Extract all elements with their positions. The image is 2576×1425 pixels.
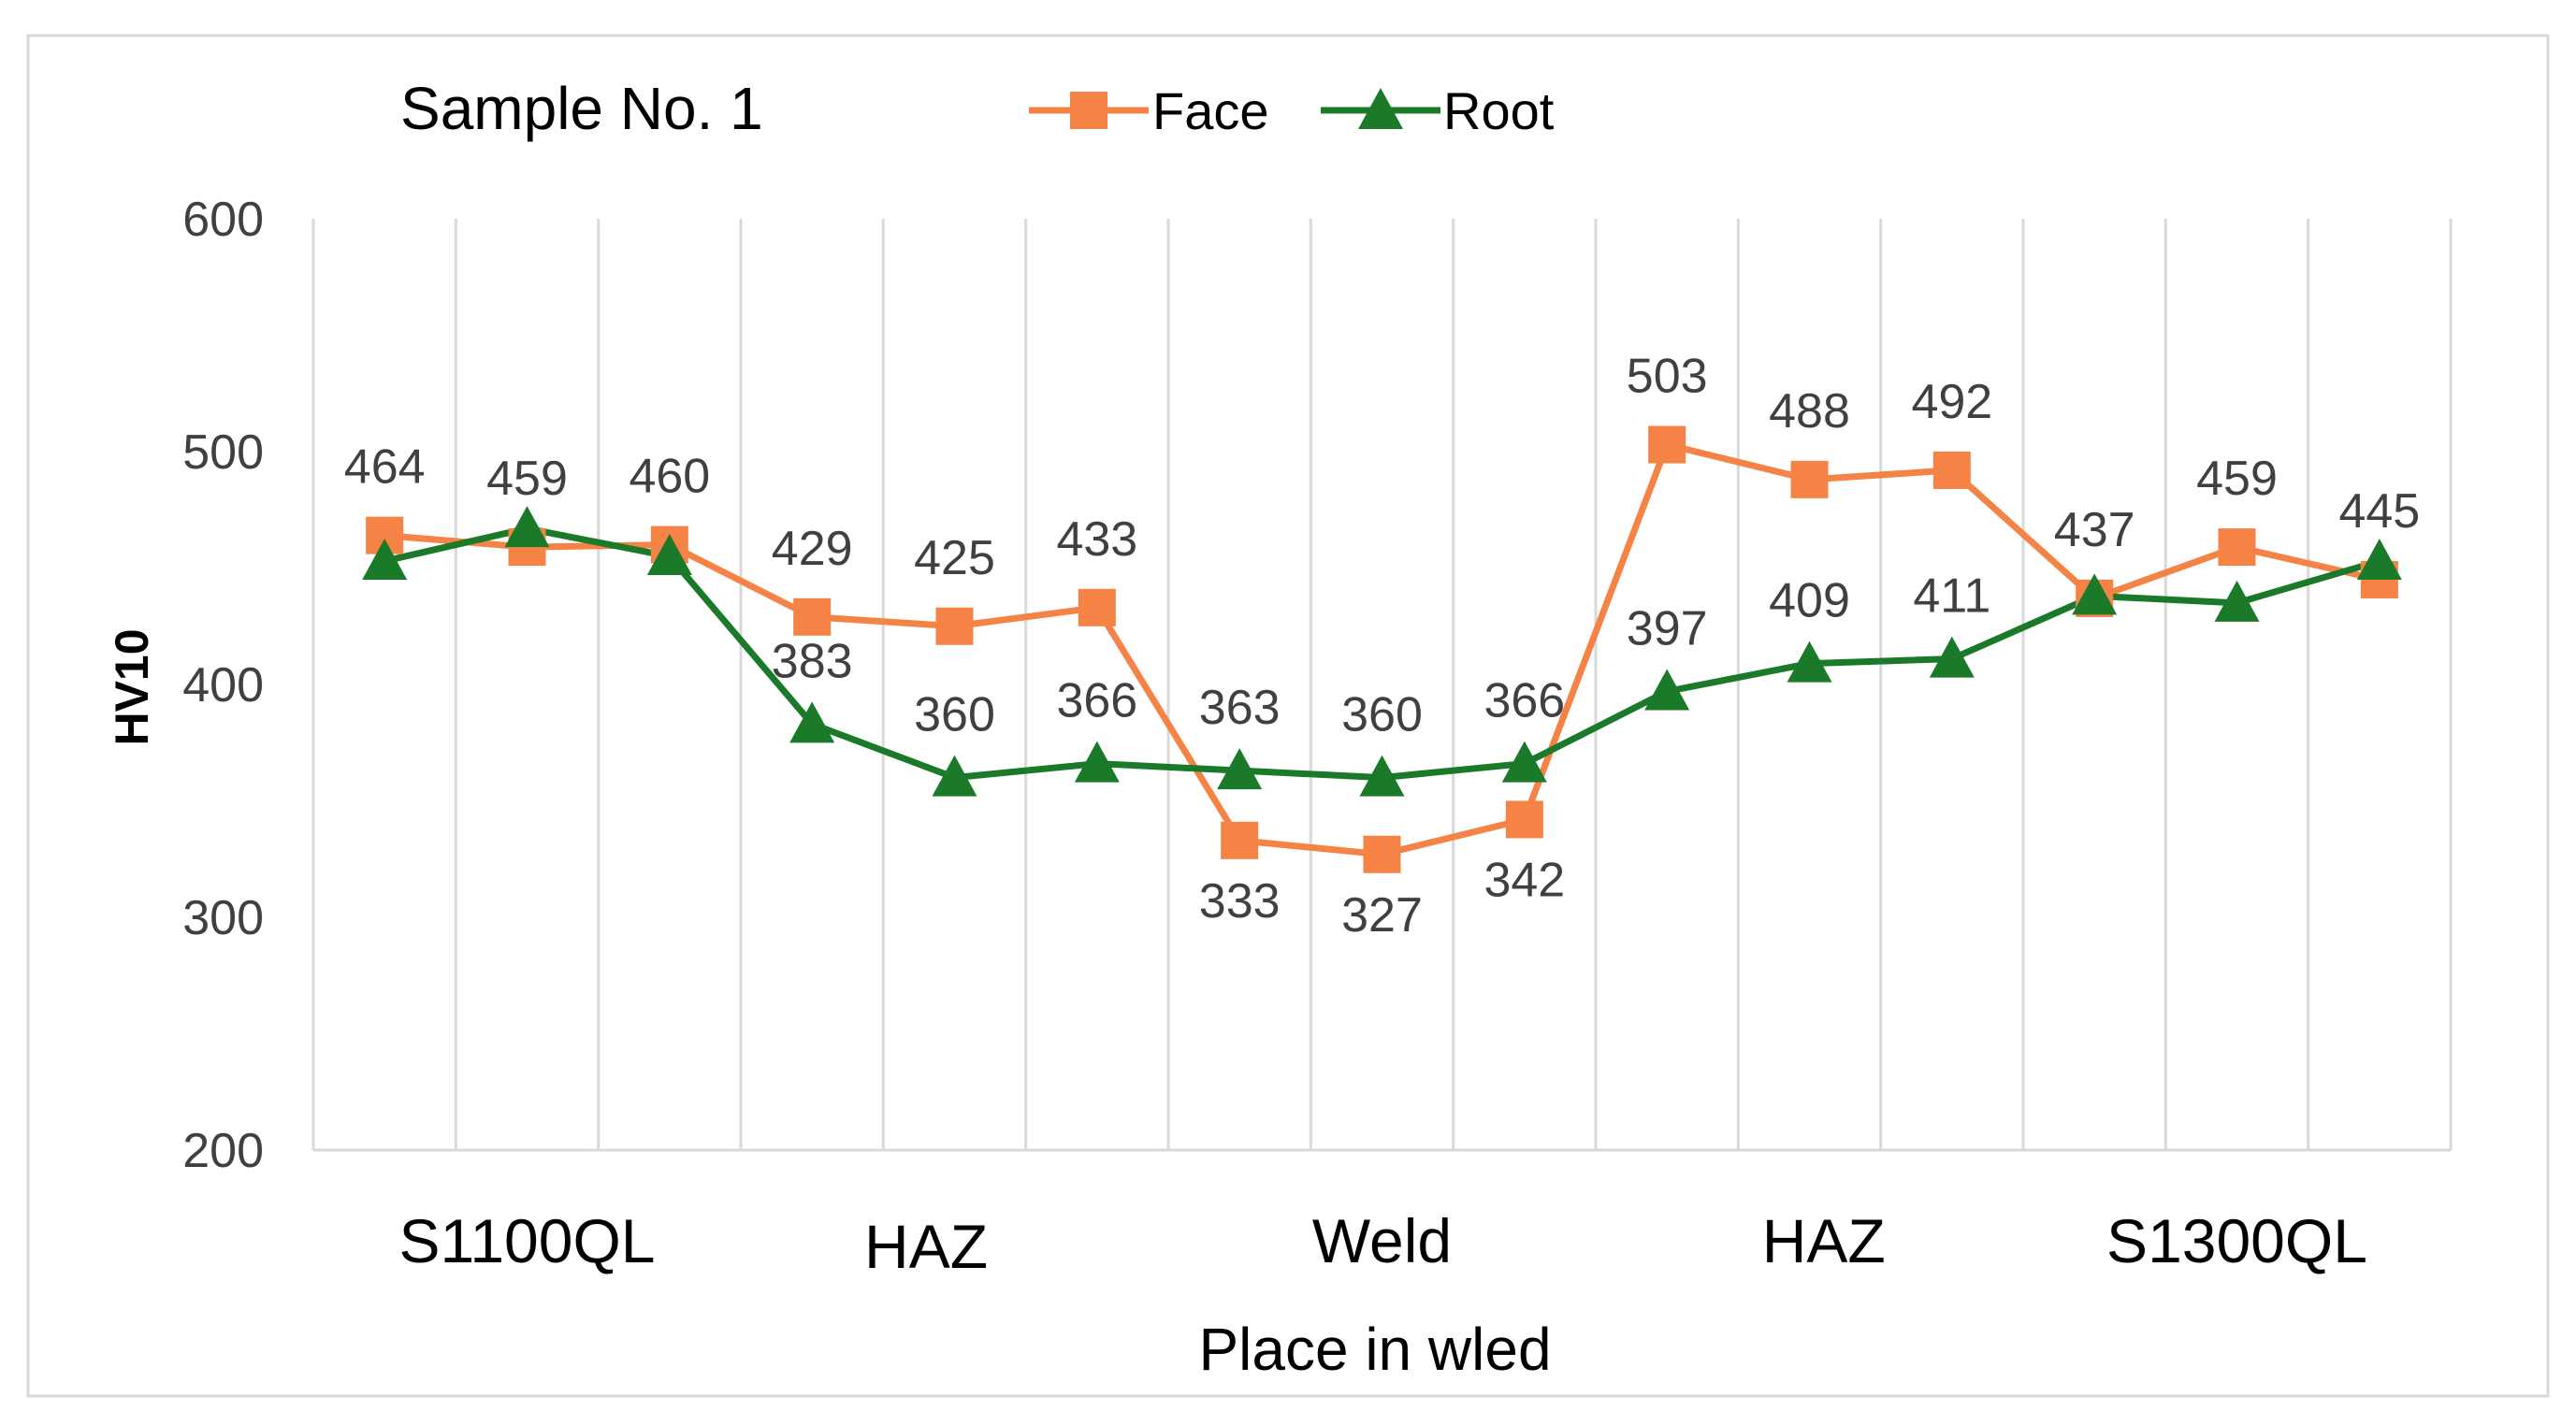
y-tick-label: 200 — [182, 1124, 264, 1178]
data-label-face: 437 — [2054, 503, 2135, 557]
data-point-root — [1929, 636, 1975, 678]
data-point-root — [362, 539, 408, 581]
data-label-face: 342 — [1483, 853, 1565, 907]
data-point-face — [793, 597, 832, 636]
y-tick-label: 400 — [182, 658, 264, 712]
data-label-face: 459 — [2196, 452, 2278, 506]
data-point-face — [1790, 460, 1829, 498]
data-label-face: 333 — [1199, 874, 1281, 928]
y-tick-label: 300 — [182, 891, 264, 945]
data-point-root — [646, 534, 692, 576]
data-label-root: 360 — [914, 688, 995, 742]
data-point-face — [1363, 835, 1401, 873]
data-label-face: 459 — [486, 452, 568, 506]
legend-face-square-icon — [1070, 92, 1107, 129]
x-region-label: S1300QL — [2106, 1206, 2367, 1275]
legend-item-face: Face — [1029, 81, 1269, 140]
data-point-root — [789, 701, 835, 743]
data-point-root — [1359, 755, 1405, 797]
data-point-face — [1505, 800, 1543, 839]
axis-layer: 200 300 400 500 600 S1100QL HAZ Weld HAZ S1300QL — [182, 193, 2451, 1281]
y-axis-label: HV10 — [106, 628, 158, 745]
data-label-root: 409 — [1769, 574, 1850, 628]
data-point-root — [932, 755, 977, 797]
data-point-face — [1221, 821, 1259, 859]
x-axis-label: Place in wled — [1198, 1316, 1551, 1383]
data-point-face — [1648, 425, 1686, 464]
data-label-face: 503 — [1627, 350, 1708, 404]
x-region-label: HAZ — [1762, 1206, 1886, 1275]
data-point-face — [2218, 528, 2256, 567]
data-label-face: 460 — [629, 450, 710, 504]
label-layer: 464 459 460 429 425 433 333 327 342 503 488 492 437 4… — [344, 350, 2420, 943]
legend-label-root: Root — [1443, 81, 1555, 140]
data-point-root — [1787, 641, 1832, 683]
data-label-face: 464 — [344, 440, 426, 495]
data-point-root — [1644, 669, 1690, 711]
data-point-root — [1074, 741, 1120, 783]
legend-label-face: Face — [1152, 81, 1269, 140]
data-point-root — [2072, 573, 2118, 615]
data-point-face — [1932, 451, 1971, 489]
data-label-face: 445 — [2338, 484, 2420, 539]
chart-title: Sample No. 1 — [400, 75, 763, 142]
x-region-label: S1100QL — [399, 1206, 656, 1275]
data-point-face — [1078, 588, 1116, 626]
data-point-root — [1217, 748, 1263, 790]
legend-root-triangle-icon — [1358, 88, 1403, 129]
grid-layer — [311, 219, 2453, 1150]
y-tick-label: 600 — [182, 193, 264, 247]
data-label-root: 363 — [1199, 681, 1281, 735]
data-label-face: 488 — [1769, 384, 1850, 439]
data-label-root: 383 — [772, 634, 853, 688]
data-point-root — [1501, 741, 1547, 783]
data-label-root: 360 — [1341, 688, 1423, 742]
data-point-root — [2356, 539, 2402, 581]
data-label-root: 411 — [1913, 569, 1990, 624]
data-label-face: 433 — [1056, 512, 1137, 567]
y-tick-label: 500 — [182, 425, 264, 480]
data-label-face: 425 — [914, 531, 995, 585]
chart-border — [26, 34, 2550, 1398]
data-label-root: 366 — [1483, 674, 1565, 728]
series-layer — [362, 425, 2402, 873]
data-point-root — [2214, 580, 2260, 622]
x-region-label: Weld — [1312, 1206, 1452, 1275]
data-label-face: 429 — [772, 522, 853, 576]
data-point-face — [935, 607, 974, 645]
data-label-face: 492 — [1911, 375, 1992, 429]
x-region-label: HAZ — [864, 1212, 988, 1281]
legend: Face Root — [1029, 81, 1555, 140]
data-label-root: 397 — [1627, 601, 1708, 655]
data-point-root — [504, 506, 550, 548]
data-label-root: 366 — [1056, 674, 1137, 728]
data-label-face: 327 — [1341, 888, 1423, 943]
legend-item-root: Root — [1321, 81, 1555, 140]
